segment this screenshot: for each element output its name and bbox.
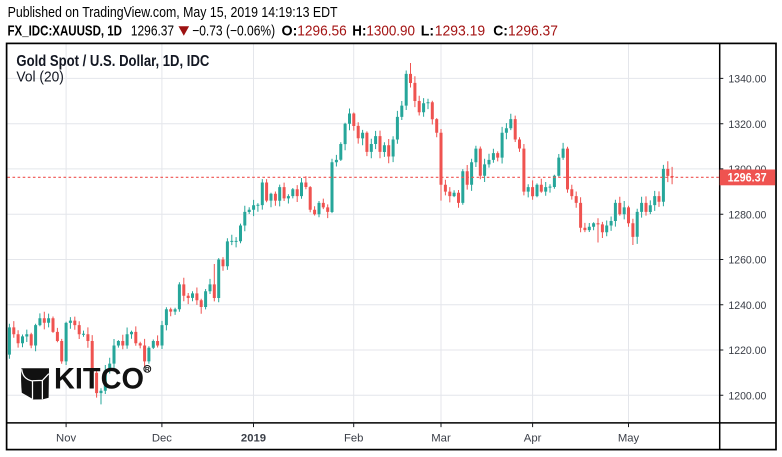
svg-text:R: R bbox=[145, 366, 150, 373]
svg-text:1340.00: 1340.00 bbox=[728, 74, 766, 86]
svg-text:1300.90: 1300.90 bbox=[366, 23, 415, 39]
svg-text:KITCO: KITCO bbox=[54, 363, 144, 396]
svg-text:1220.00: 1220.00 bbox=[728, 345, 766, 357]
svg-text:Dec: Dec bbox=[152, 432, 172, 444]
svg-text:1320.00: 1320.00 bbox=[728, 119, 766, 131]
svg-text:1280.00: 1280.00 bbox=[728, 209, 766, 221]
svg-text:Published on TradingView.com,: Published on TradingView.com, May 15, 20… bbox=[8, 5, 338, 21]
svg-text:Gold Spot / U.S. Dollar, 1D, I: Gold Spot / U.S. Dollar, 1D, IDC bbox=[16, 53, 209, 70]
svg-text:Nov: Nov bbox=[56, 432, 76, 444]
svg-text:C:: C: bbox=[493, 23, 508, 39]
svg-text:FX_IDC:XAUUSD, 1D: FX_IDC:XAUUSD, 1D bbox=[8, 23, 123, 39]
svg-text:Mar: Mar bbox=[431, 432, 451, 444]
svg-text:1296.37: 1296.37 bbox=[131, 23, 174, 39]
svg-text:1296.37: 1296.37 bbox=[728, 171, 767, 185]
svg-text:May: May bbox=[618, 432, 640, 444]
svg-text:O:: O: bbox=[282, 23, 298, 39]
svg-text:Feb: Feb bbox=[344, 432, 363, 444]
svg-text:−0.73 (−0.06%): −0.73 (−0.06%) bbox=[192, 23, 275, 39]
svg-text:2019: 2019 bbox=[241, 432, 266, 444]
svg-text:Apr: Apr bbox=[524, 432, 542, 444]
svg-text:1240.00: 1240.00 bbox=[728, 300, 766, 312]
svg-text:1296.56: 1296.56 bbox=[297, 23, 346, 39]
svg-text:1260.00: 1260.00 bbox=[728, 255, 766, 267]
svg-text:1296.37: 1296.37 bbox=[508, 23, 558, 39]
svg-text:L:: L: bbox=[421, 23, 434, 39]
svg-text:H:: H: bbox=[352, 23, 366, 39]
svg-text:1200.00: 1200.00 bbox=[728, 390, 766, 402]
svg-text:Vol (20): Vol (20) bbox=[16, 70, 64, 86]
svg-text:1293.19: 1293.19 bbox=[435, 23, 486, 39]
